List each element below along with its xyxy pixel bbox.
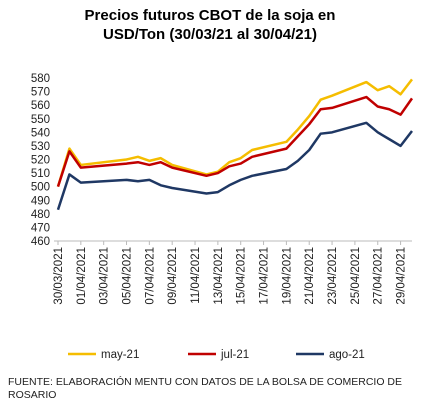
x-tick-label: 25/04/2021 [350,247,362,305]
y-tick-label: 530 [31,141,50,153]
x-tick-label: 15/04/2021 [236,247,248,305]
x-tick-label: 23/04/2021 [327,247,339,305]
x-tick-label: 17/04/2021 [259,247,271,305]
x-tick-label: 09/04/2021 [167,247,179,305]
y-tick-label: 510 [31,168,50,180]
y-tick-label: 460 [31,236,50,248]
chart-title: Precios futuros CBOT de la soja en USD/T… [84,7,336,43]
series-line [56,121,413,211]
y-tick-label: 550 [31,114,50,126]
x-tick-label: 29/04/2021 [396,247,408,305]
y-tick-label: 580 [31,73,50,85]
y-tick-label: 480 [31,209,50,221]
y-tick-label: 540 [31,127,50,139]
x-tick-label: 27/04/2021 [373,247,385,305]
x-tick-label: 30/03/2021 [53,247,65,305]
x-tick-label: 01/04/2021 [76,247,88,305]
series-line [56,95,414,188]
x-tick-label: 11/04/2021 [190,247,202,304]
legend-label: jul-21 [220,349,249,361]
x-tick-label: 19/04/2021 [281,247,293,305]
y-tick-label: 500 [31,182,50,194]
y-tick-label: 490 [31,195,50,207]
y-tick-label: 560 [31,100,50,112]
x-tick-label: 03/04/2021 [99,247,111,305]
x-tick-label: 21/04/2021 [304,247,316,305]
footnote: FUENTE: ELABORACIÓN MENTU CON DATOS DE L… [8,376,403,401]
y-tick-label: 520 [31,155,50,167]
series-line [56,78,413,188]
x-tick-label: 07/04/2021 [144,247,156,305]
legend-label: ago-21 [329,349,365,361]
y-tick-label: 470 [31,222,50,234]
x-tick-label: 05/04/2021 [122,247,134,305]
x-tick-label: 13/04/2021 [213,247,225,305]
y-tick-label: 570 [31,87,50,99]
legend-label: may-21 [101,349,139,361]
